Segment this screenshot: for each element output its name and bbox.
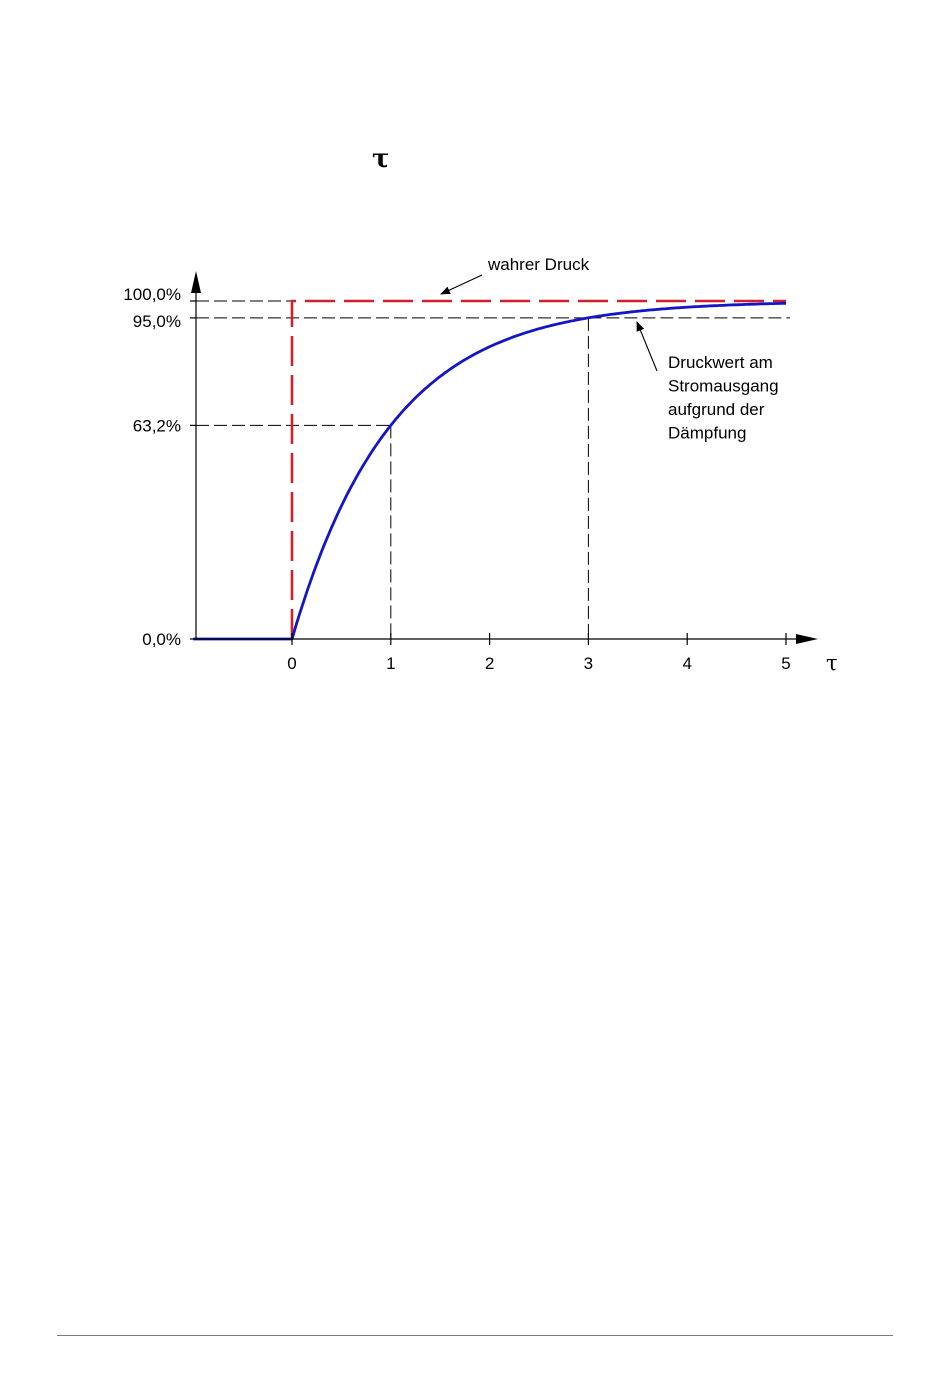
damping-step-response-chart: 0 1 2 3 4 5 0,0% 63,2% 95,0% 100,0% τ wahrer Druc… xyxy=(123,255,838,675)
x-tick-label-3: 3 xyxy=(584,654,593,673)
data-series xyxy=(193,299,787,641)
annotation-output-pressure-arrow xyxy=(636,321,658,372)
guide-lines xyxy=(196,300,790,639)
annotation-true-pressure-arrow xyxy=(440,274,483,295)
series-true-pressure-line xyxy=(290,299,786,639)
heading-tau-symbol: τ xyxy=(372,144,390,174)
series-output-curve xyxy=(193,301,786,641)
x-tick-label-5: 5 xyxy=(781,654,790,673)
axis-ticks: 0 1 2 3 4 5 0,0% 63,2% 95,0% 100,0% xyxy=(123,285,790,673)
x-axis-label: τ xyxy=(826,651,838,675)
x-tick-label-2: 2 xyxy=(485,654,494,673)
y-tick-label-2: 95,0% xyxy=(133,312,181,331)
annotation-true-pressure-label: wahrer Druck xyxy=(487,255,590,274)
footer-divider xyxy=(57,1335,893,1336)
x-tick-label-4: 4 xyxy=(682,654,691,673)
annotation-output-pressure-line-1: Stromausgang xyxy=(668,377,779,396)
annotations: wahrer Druck Druckwert am Stromausgang aufg… xyxy=(440,255,779,443)
x-tick-label-0: 0 xyxy=(287,654,296,673)
annotation-output-pressure-line-0: Druckwert am xyxy=(668,353,773,372)
x-tick-label-1: 1 xyxy=(386,654,395,673)
axes xyxy=(191,271,818,644)
annotation-output-pressure-line-3: Dämpfung xyxy=(668,424,746,443)
annotation-output-pressure-line-2: aufgrund der xyxy=(668,400,765,419)
y-axis-arrow-icon xyxy=(191,271,201,293)
y-tick-label-3: 100,0% xyxy=(123,285,181,304)
y-tick-label-0: 0,0% xyxy=(142,630,181,649)
x-axis-arrow-icon xyxy=(796,634,818,644)
annotation-output-pressure-label: Druckwert am Stromausgang aufgrund der Dämp… xyxy=(668,353,779,443)
y-tick-label-1: 63,2% xyxy=(133,416,181,435)
